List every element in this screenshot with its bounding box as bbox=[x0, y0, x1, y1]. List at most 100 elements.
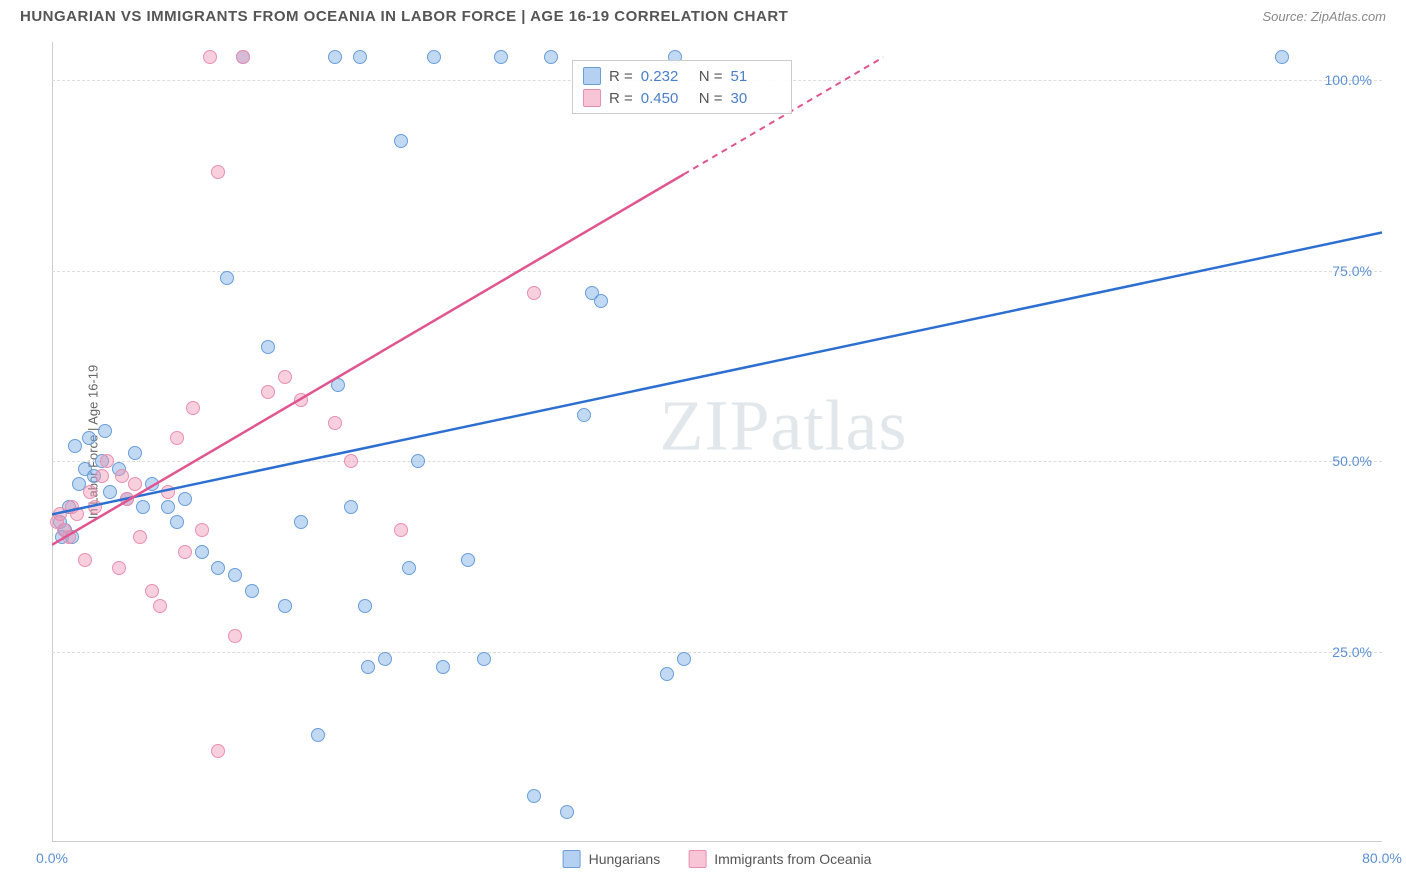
data-point bbox=[594, 294, 608, 308]
data-point bbox=[477, 652, 491, 666]
legend-swatch bbox=[583, 67, 601, 85]
data-point bbox=[178, 545, 192, 559]
gridline bbox=[52, 271, 1382, 272]
y-tick-label: 50.0% bbox=[1332, 453, 1372, 469]
data-point bbox=[402, 561, 416, 575]
data-point bbox=[195, 545, 209, 559]
legend-swatch bbox=[563, 850, 581, 868]
legend-item: Immigrants from Oceania bbox=[688, 850, 871, 868]
data-point bbox=[311, 728, 325, 742]
x-tick-label: 80.0% bbox=[1362, 850, 1402, 866]
data-point bbox=[394, 523, 408, 537]
data-point bbox=[677, 652, 691, 666]
data-point bbox=[436, 660, 450, 674]
data-point bbox=[88, 500, 102, 514]
data-point bbox=[361, 660, 375, 674]
data-point bbox=[331, 378, 345, 392]
data-point bbox=[328, 416, 342, 430]
data-point bbox=[560, 805, 574, 819]
data-point bbox=[186, 401, 200, 415]
data-point bbox=[278, 599, 292, 613]
data-point bbox=[82, 431, 96, 445]
y-tick-label: 100.0% bbox=[1325, 72, 1372, 88]
data-point bbox=[353, 50, 367, 64]
data-point bbox=[98, 424, 112, 438]
gridline bbox=[52, 461, 1382, 462]
legend-swatch bbox=[688, 850, 706, 868]
stats-row: R = 0.450 N = 30 bbox=[583, 87, 781, 109]
y-tick-label: 25.0% bbox=[1332, 644, 1372, 660]
data-point bbox=[120, 492, 134, 506]
data-point bbox=[261, 385, 275, 399]
x-tick-label: 0.0% bbox=[36, 850, 68, 866]
data-point bbox=[294, 393, 308, 407]
data-point bbox=[411, 454, 425, 468]
data-point bbox=[494, 50, 508, 64]
chart-area: In Labor Force | Age 16-19 25.0%50.0%75.… bbox=[52, 42, 1382, 842]
data-point bbox=[344, 454, 358, 468]
data-point bbox=[278, 370, 292, 384]
data-point bbox=[228, 629, 242, 643]
y-tick-label: 75.0% bbox=[1332, 263, 1372, 279]
data-point bbox=[128, 446, 142, 460]
data-point bbox=[220, 271, 234, 285]
data-point bbox=[115, 469, 129, 483]
data-point bbox=[577, 408, 591, 422]
bottom-legend: Hungarians Immigrants from Oceania bbox=[563, 850, 872, 868]
legend-swatch bbox=[583, 89, 601, 107]
r-label: R = bbox=[609, 90, 633, 107]
data-point bbox=[95, 469, 109, 483]
data-point bbox=[195, 523, 209, 537]
r-value: 0.450 bbox=[641, 90, 691, 107]
data-point bbox=[68, 439, 82, 453]
data-point bbox=[62, 530, 76, 544]
data-point bbox=[461, 553, 475, 567]
n-label: N = bbox=[699, 68, 723, 85]
n-label: N = bbox=[699, 90, 723, 107]
data-point bbox=[294, 515, 308, 529]
data-point bbox=[112, 561, 126, 575]
data-point bbox=[358, 599, 372, 613]
data-point bbox=[211, 165, 225, 179]
n-value: 30 bbox=[731, 90, 781, 107]
title-bar: HUNGARIAN VS IMMIGRANTS FROM OCEANIA IN … bbox=[0, 0, 1406, 29]
chart-title: HUNGARIAN VS IMMIGRANTS FROM OCEANIA IN … bbox=[20, 8, 788, 25]
data-point bbox=[394, 134, 408, 148]
data-point bbox=[128, 477, 142, 491]
data-point bbox=[427, 50, 441, 64]
data-point bbox=[145, 584, 159, 598]
data-point bbox=[211, 744, 225, 758]
data-point bbox=[378, 652, 392, 666]
data-point bbox=[660, 667, 674, 681]
data-point bbox=[211, 561, 225, 575]
data-point bbox=[261, 340, 275, 354]
data-point bbox=[153, 599, 167, 613]
r-value: 0.232 bbox=[641, 68, 691, 85]
data-point bbox=[228, 568, 242, 582]
data-point bbox=[161, 500, 175, 514]
data-point bbox=[245, 584, 259, 598]
r-label: R = bbox=[609, 68, 633, 85]
data-point bbox=[170, 431, 184, 445]
legend-item: Hungarians bbox=[563, 850, 661, 868]
y-axis-line bbox=[52, 42, 53, 842]
data-point bbox=[1275, 50, 1289, 64]
legend-label: Immigrants from Oceania bbox=[714, 851, 871, 867]
data-point bbox=[170, 515, 184, 529]
data-point bbox=[100, 454, 114, 468]
data-point bbox=[328, 50, 342, 64]
x-axis-line bbox=[52, 841, 1382, 842]
data-point bbox=[161, 485, 175, 499]
gridline bbox=[52, 652, 1382, 653]
n-value: 51 bbox=[731, 68, 781, 85]
watermark: ZIPatlas bbox=[660, 385, 908, 468]
stats-box: R = 0.232 N = 51 R = 0.450 N = 30 bbox=[572, 60, 792, 114]
data-point bbox=[103, 485, 117, 499]
data-point bbox=[133, 530, 147, 544]
legend-label: Hungarians bbox=[589, 851, 661, 867]
data-point bbox=[78, 553, 92, 567]
data-point bbox=[527, 789, 541, 803]
source-label: Source: ZipAtlas.com bbox=[1262, 9, 1386, 24]
data-point bbox=[236, 50, 250, 64]
data-point bbox=[344, 500, 358, 514]
